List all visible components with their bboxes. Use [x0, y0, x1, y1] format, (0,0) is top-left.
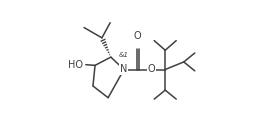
Text: O: O — [148, 64, 155, 75]
Text: N: N — [120, 64, 128, 75]
Text: O: O — [134, 31, 141, 41]
Text: &1: &1 — [118, 52, 128, 58]
Text: HO: HO — [68, 60, 83, 70]
